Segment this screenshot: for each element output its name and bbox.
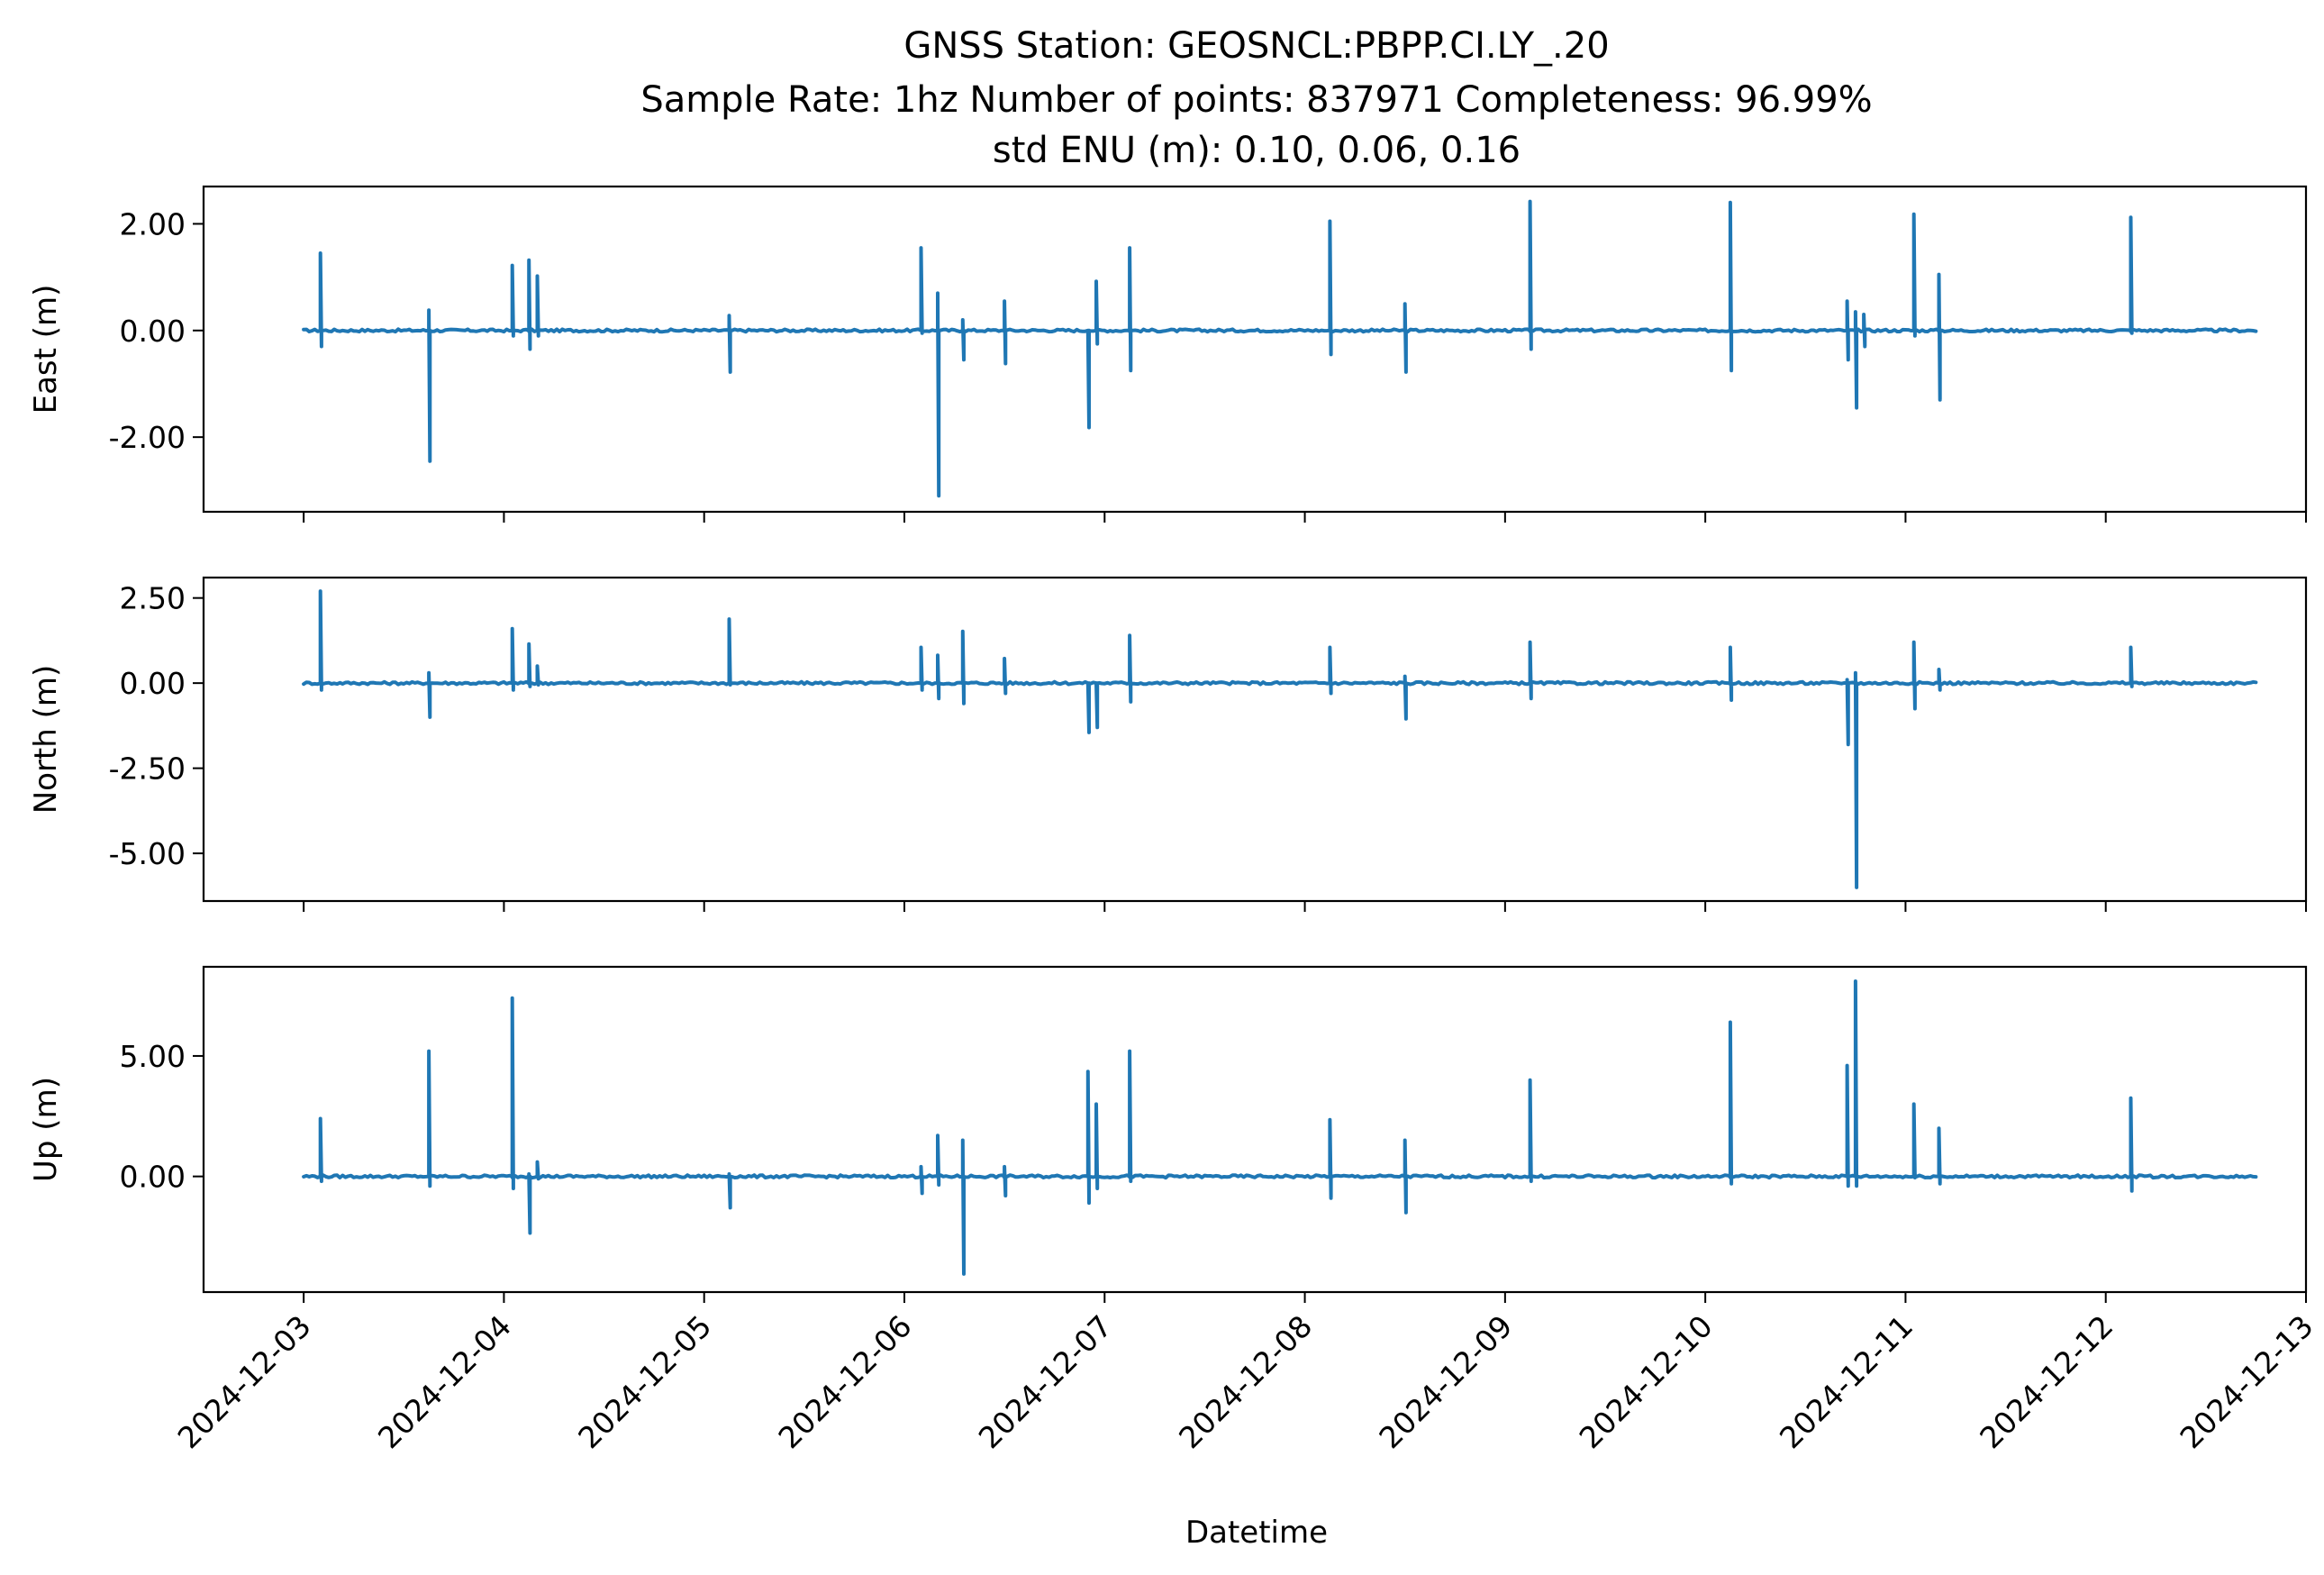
y-tick-label: -5.00 bbox=[109, 836, 186, 871]
y-tick-label: 2.50 bbox=[120, 581, 186, 616]
chart-title-line-1: GNSS Station: GEOSNCL:PBPP.CI.LY_.20 bbox=[903, 25, 1609, 67]
axes-frame bbox=[202, 576, 2308, 903]
series-line bbox=[302, 589, 2258, 889]
y-tick-label: -2.50 bbox=[109, 751, 186, 787]
y-tick-label: 2.00 bbox=[120, 206, 186, 241]
axes-frame bbox=[202, 965, 2308, 1294]
east-panel: 2.00 0.00 -2.00 East (m) bbox=[28, 185, 2308, 523]
y-tick-label: 0.00 bbox=[120, 1160, 186, 1195]
y-tick-label: 0.00 bbox=[120, 314, 186, 349]
series-line bbox=[302, 979, 2258, 1276]
chart-title-line-2: Sample Rate: 1hz Number of points: 83797… bbox=[640, 79, 1872, 121]
y-tick-label: 5.00 bbox=[120, 1039, 186, 1074]
x-axis-label: Datetime bbox=[1185, 1515, 1328, 1551]
chart-title-line-3: std ENU (m): 0.10, 0.06, 0.16 bbox=[993, 130, 1521, 171]
y-axis-label: East (m) bbox=[28, 285, 64, 414]
axes-frame bbox=[202, 185, 2308, 514]
y-axis-label: North (m) bbox=[28, 665, 64, 815]
y-tick-label: -2.00 bbox=[109, 420, 186, 455]
up-panel: 5.00 0.00 Up (m) bbox=[28, 965, 2308, 1303]
y-axis-label: Up (m) bbox=[28, 1077, 64, 1182]
series-line bbox=[302, 199, 2258, 498]
y-tick-label: 0.00 bbox=[120, 666, 186, 701]
north-panel: 2.50 0.00 -2.50 -5.00 North (m) bbox=[28, 576, 2308, 912]
